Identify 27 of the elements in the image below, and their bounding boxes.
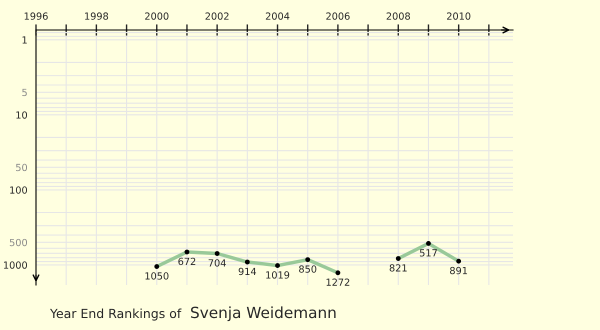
data-label: 1019 (266, 271, 290, 279)
x-tick-label: 2010 (447, 12, 470, 20)
data-label: 704 (208, 259, 226, 267)
x-tick-label: 1996 (24, 12, 48, 20)
text: Svenja Weidemann (191, 306, 336, 322)
text: Year End Rankings of (50, 308, 182, 321)
data-label: 672 (178, 258, 196, 266)
x-tick-label: 2002 (205, 12, 229, 20)
x-tick-label: 1998 (85, 12, 108, 20)
y-tick-label: 5 (22, 88, 27, 96)
x-tick-label: 2008 (386, 12, 410, 20)
data-label: 517 (420, 249, 437, 257)
x-tick-label: 2000 (145, 12, 168, 20)
data-label: 1050 (145, 272, 168, 280)
data-label: 914 (238, 268, 256, 276)
data-label: 1272 (326, 278, 350, 286)
y-tick-label: 1 (22, 36, 27, 44)
y-tick-label: 10 (16, 111, 28, 119)
y-tick-label: 50 (16, 164, 28, 172)
data-label: 891 (450, 266, 468, 274)
y-tick-label: 1000 (4, 261, 28, 269)
y-tick-label: 500 (10, 238, 28, 246)
y-tick-label: 100 (10, 186, 28, 194)
data-label: 850 (299, 265, 316, 273)
data-label: 821 (390, 264, 407, 272)
x-tick-label: 2004 (266, 12, 290, 20)
x-tick-label: 2006 (326, 12, 350, 20)
